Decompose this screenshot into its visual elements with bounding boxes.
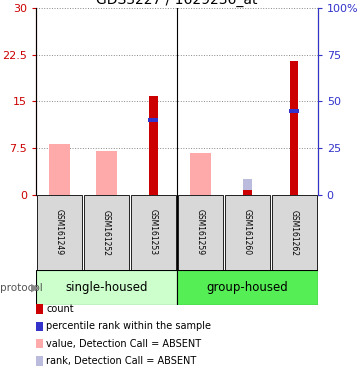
Text: value, Detection Call = ABSENT: value, Detection Call = ABSENT xyxy=(46,339,201,349)
Bar xyxy=(177,270,318,305)
Text: rank, Detection Call = ABSENT: rank, Detection Call = ABSENT xyxy=(46,356,196,366)
Text: GSM161260: GSM161260 xyxy=(243,209,252,256)
Bar xyxy=(149,96,158,195)
Text: group-housed: group-housed xyxy=(206,281,288,294)
Bar xyxy=(84,195,129,270)
Text: count: count xyxy=(46,304,74,314)
Bar xyxy=(49,144,70,195)
Bar xyxy=(36,270,177,305)
Bar xyxy=(243,179,252,195)
Bar xyxy=(225,195,270,270)
Bar xyxy=(96,151,117,195)
Bar xyxy=(243,190,252,195)
Text: GSM161262: GSM161262 xyxy=(290,210,299,255)
Text: GSM161259: GSM161259 xyxy=(196,209,205,256)
Title: GDS3227 / 1629236_at: GDS3227 / 1629236_at xyxy=(96,0,258,7)
Bar xyxy=(148,118,158,122)
Text: protocol: protocol xyxy=(0,283,43,293)
Text: ▶: ▶ xyxy=(31,283,39,293)
Text: GSM161252: GSM161252 xyxy=(102,210,111,255)
Bar xyxy=(289,109,299,113)
Bar xyxy=(131,195,176,270)
Bar xyxy=(272,195,317,270)
Text: single-housed: single-housed xyxy=(65,281,148,294)
Bar xyxy=(190,152,211,195)
Bar xyxy=(290,61,299,195)
Bar xyxy=(37,195,82,270)
Text: GSM161249: GSM161249 xyxy=(55,209,64,256)
Text: percentile rank within the sample: percentile rank within the sample xyxy=(46,321,211,331)
Bar xyxy=(178,195,223,270)
Text: GSM161253: GSM161253 xyxy=(149,209,158,256)
